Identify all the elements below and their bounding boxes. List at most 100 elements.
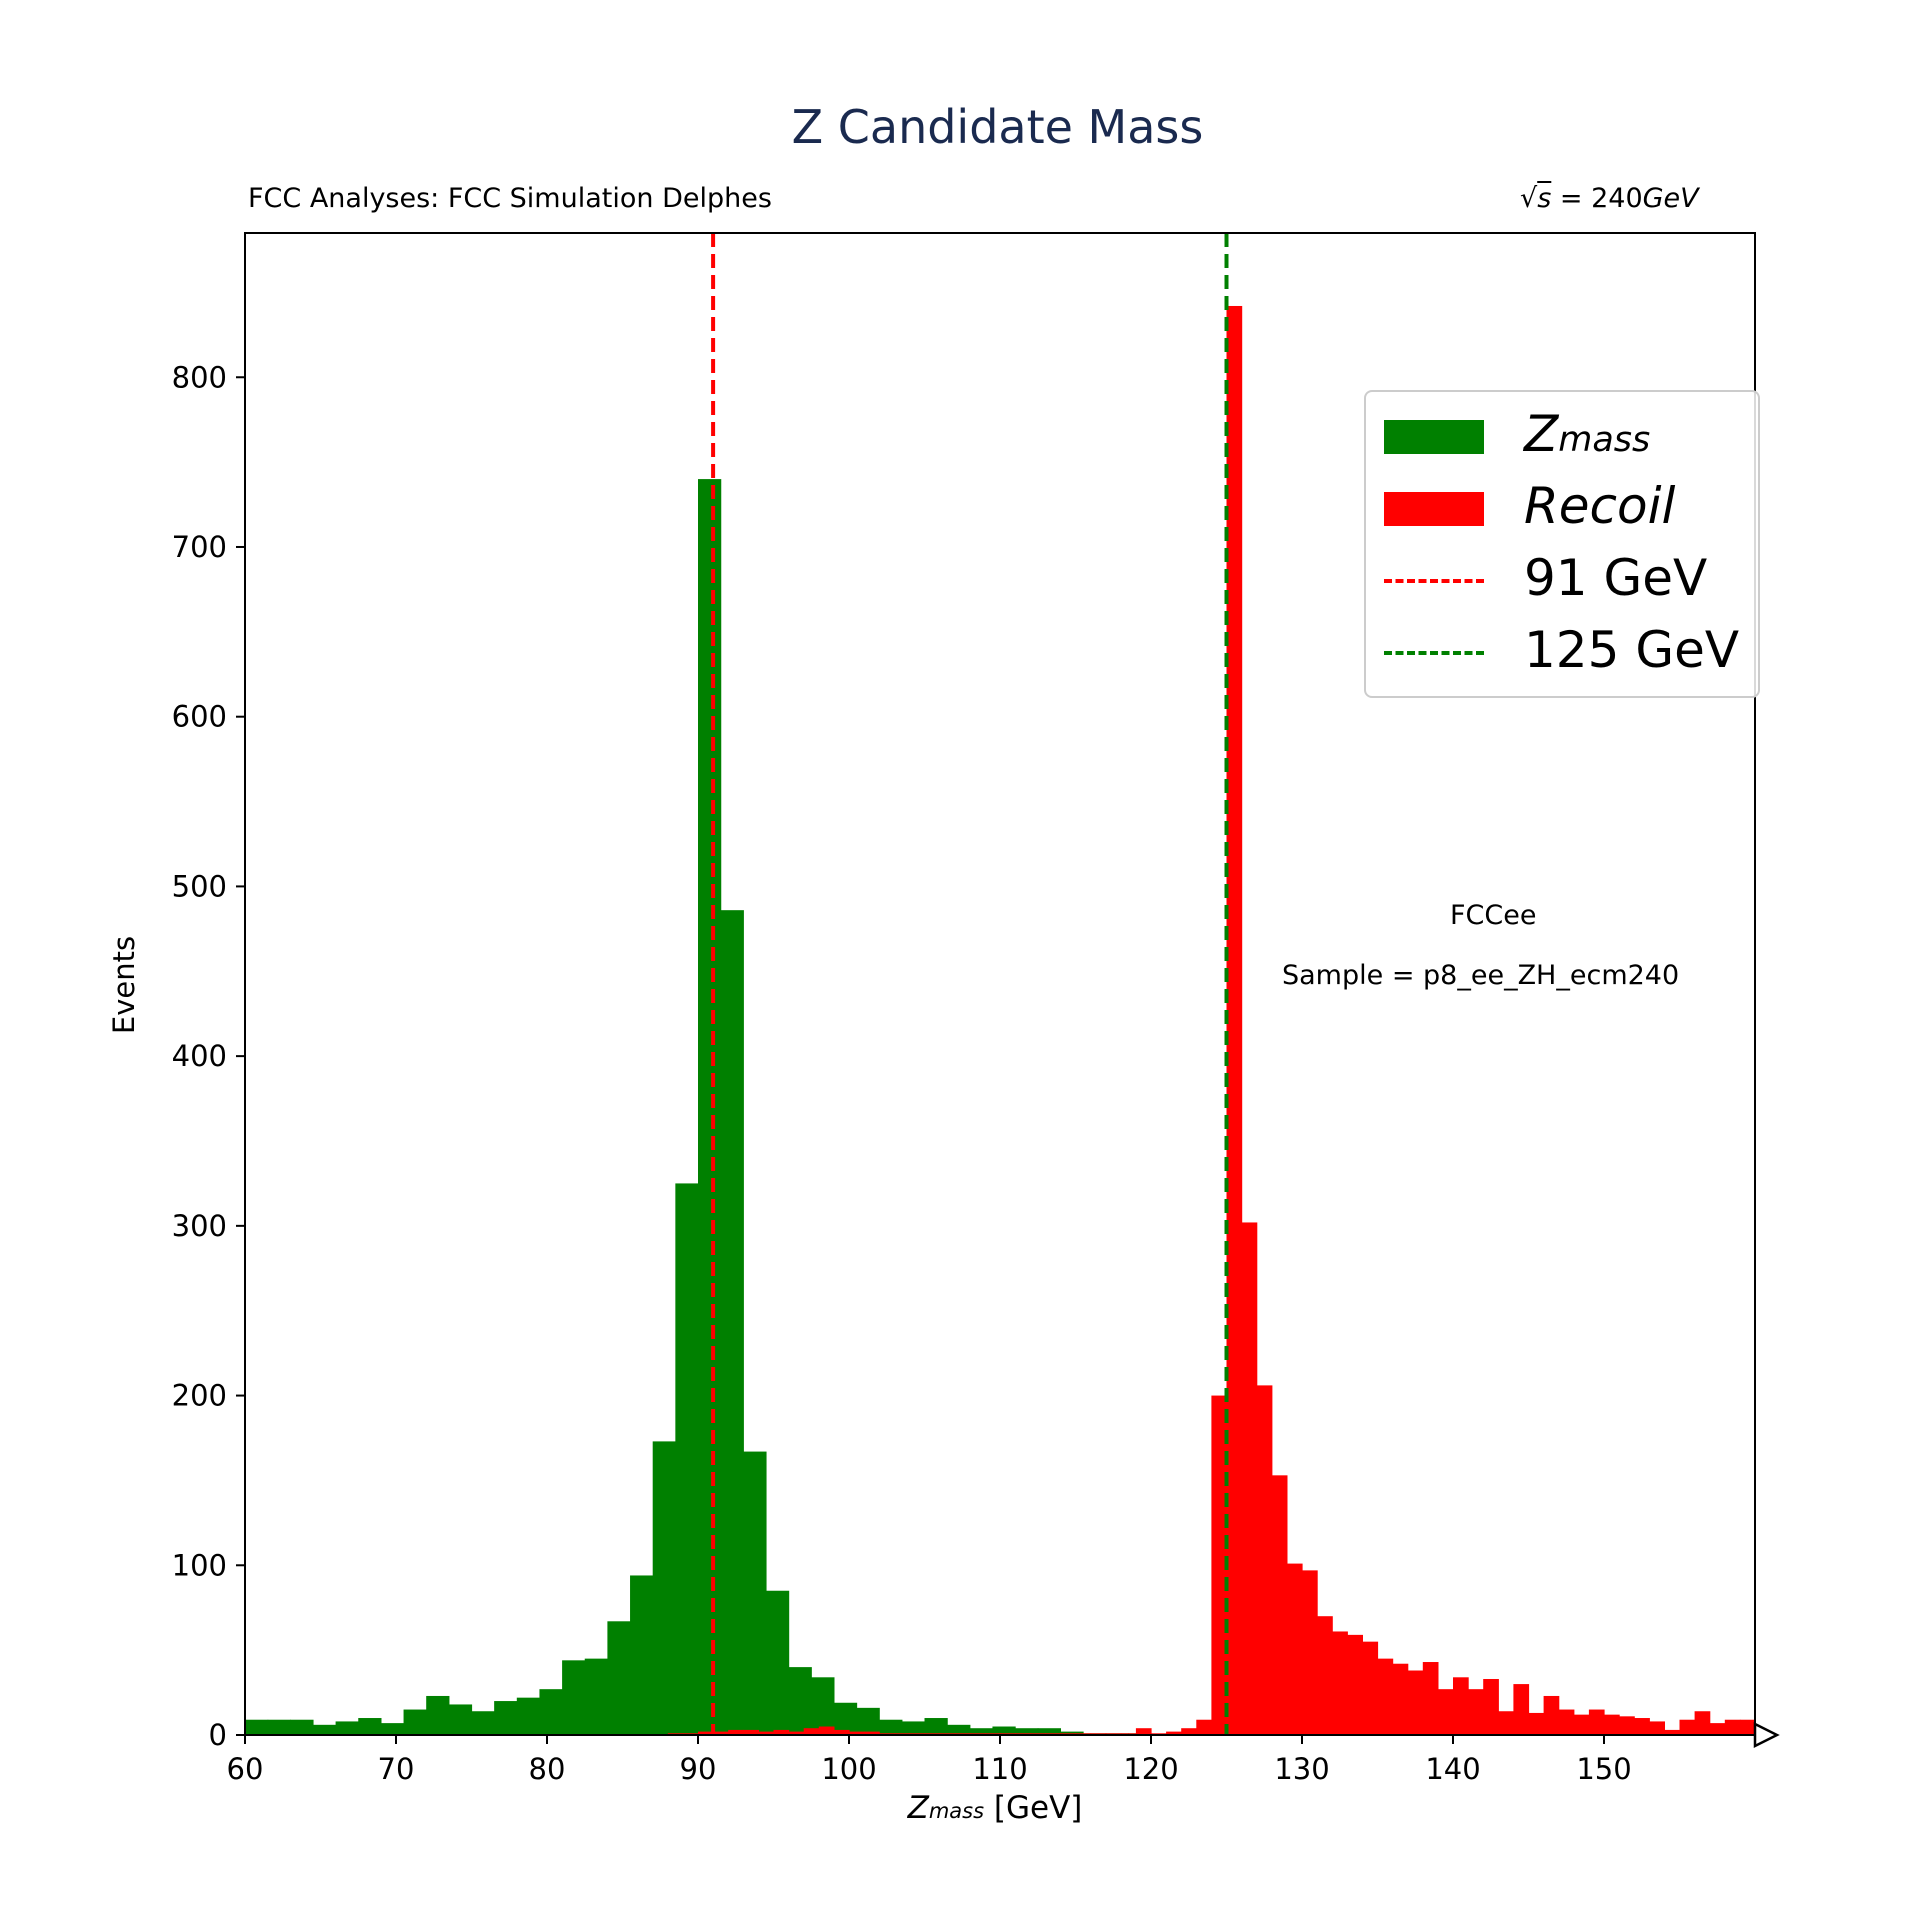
- bar-recoil: [1664, 1729, 1681, 1735]
- bar-recoil: [1739, 1719, 1756, 1735]
- legend-item-91gev: 91 GeV: [1384, 546, 1754, 607]
- bar-zmass: [335, 1721, 359, 1735]
- bar-recoil: [1166, 1731, 1182, 1735]
- x-axis-label-main: Z: [907, 1790, 929, 1826]
- x-tick-label: 70: [378, 1752, 415, 1786]
- bar-recoil: [1286, 1563, 1303, 1735]
- bar-zmass: [743, 1451, 767, 1735]
- bar-zmass: [947, 1724, 971, 1735]
- bar-recoil: [1679, 1719, 1696, 1735]
- x-axis-label-sub: mass: [928, 1799, 985, 1823]
- bar-recoil: [1332, 1631, 1348, 1735]
- legend-item-zmass: Zmass: [1384, 402, 1754, 463]
- bar-recoil: [849, 1731, 865, 1735]
- bar-recoil: [1634, 1718, 1650, 1735]
- bar-recoil: [728, 1729, 744, 1735]
- bar-recoil: [713, 1731, 729, 1735]
- y-tick-label: 600: [172, 700, 227, 734]
- bar-zmass: [584, 1658, 608, 1735]
- bar-zmass: [245, 1719, 269, 1735]
- legend-swatch-recoil: [1384, 492, 1484, 526]
- bar-zmass: [675, 1183, 699, 1735]
- chart-title: Z Candidate Mass: [791, 100, 1204, 154]
- legend-dash-125gev: [1384, 651, 1484, 655]
- bar-recoil: [833, 1729, 850, 1735]
- reference-lines: [711, 233, 1229, 1735]
- bar-zmass: [1015, 1728, 1039, 1735]
- x-tick-label: 90: [680, 1752, 717, 1786]
- x-tick-label: 120: [1123, 1752, 1178, 1786]
- bar-zmass: [539, 1689, 563, 1735]
- bar-recoil: [1226, 305, 1243, 1736]
- bar-zmass: [856, 1707, 880, 1735]
- bar-recoil: [698, 1731, 714, 1735]
- bar-zmass: [403, 1709, 427, 1735]
- bar-zmass: [720, 910, 744, 1735]
- x-tick-label: 80: [529, 1752, 566, 1786]
- bar-zmass: [901, 1721, 926, 1735]
- bar-zmass: [290, 1719, 314, 1735]
- bar-zmass: [879, 1719, 903, 1735]
- legend: Zmass Recoil 91 GeV 125 GeV: [1364, 390, 1760, 698]
- bar-recoil: [1498, 1711, 1514, 1735]
- legend-dash-91gev: [1384, 579, 1484, 583]
- legend-label-recoil: Recoil: [1524, 477, 1676, 535]
- bar-zmass: [358, 1718, 382, 1735]
- bar-recoil: [1422, 1662, 1439, 1735]
- bar-recoil: [773, 1729, 790, 1735]
- bar-recoil: [1573, 1714, 1590, 1735]
- sqrt-symbol: √: [1520, 183, 1538, 214]
- bar-zmass: [811, 1677, 835, 1735]
- bar-zmass: [1060, 1731, 1084, 1735]
- x-tick-label: 130: [1274, 1752, 1329, 1786]
- bar-zmass: [788, 1667, 812, 1735]
- bar-recoil: [1483, 1678, 1499, 1735]
- bar-zmass: [312, 1724, 337, 1735]
- legend-label-zmass: Zmass: [1524, 402, 1650, 472]
- bar-zmass: [448, 1704, 473, 1735]
- y-tick-label: 100: [172, 1548, 227, 1582]
- bar-recoil: [1302, 1570, 1318, 1735]
- y-axis-label: Events: [107, 935, 141, 1035]
- y-tick-label: 500: [172, 869, 227, 903]
- x-tick-label: 140: [1425, 1752, 1480, 1786]
- legend-item-125gev: 125 GeV: [1384, 618, 1754, 679]
- bar-zmass: [698, 479, 722, 1736]
- legend-label-zmass-sub: mass: [1558, 420, 1651, 460]
- bar-recoil: [1724, 1719, 1741, 1735]
- bar-zmass: [426, 1695, 450, 1735]
- bar-recoil: [1437, 1689, 1454, 1735]
- legend-swatch-zmass: [1384, 420, 1484, 454]
- bar-zmass: [1037, 1728, 1061, 1735]
- bar-recoil: [1241, 1222, 1258, 1735]
- bar-zmass: [630, 1575, 654, 1735]
- y-tick-label: 800: [172, 360, 227, 394]
- bar-recoil: [1709, 1723, 1726, 1735]
- bar-recoil: [1604, 1714, 1620, 1735]
- bar-zmass: [833, 1702, 858, 1735]
- detector-label: FCCee: [1450, 900, 1537, 931]
- bar-recoil: [1619, 1716, 1635, 1735]
- bar-zmass: [267, 1719, 291, 1735]
- bar-zmass: [652, 1441, 676, 1735]
- y-tick-label: 700: [172, 530, 227, 564]
- y-tick-label: 300: [172, 1209, 227, 1243]
- bar-recoil: [1649, 1721, 1665, 1735]
- bar-zmass: [607, 1621, 631, 1735]
- sqrt-s: s: [1537, 183, 1552, 214]
- bar-recoil: [1181, 1728, 1197, 1735]
- bar-recoil: [1513, 1684, 1530, 1735]
- energy-unit: GeV: [1642, 183, 1699, 214]
- bar-recoil: [1135, 1728, 1152, 1735]
- energy-value: = 240: [1551, 183, 1643, 214]
- bar-zmass: [765, 1590, 790, 1735]
- bar-recoil: [818, 1726, 835, 1735]
- bar-zmass: [516, 1697, 541, 1735]
- bar-zmass: [992, 1726, 1016, 1735]
- x-tick-label: 150: [1576, 1752, 1631, 1786]
- bar-recoil: [788, 1731, 805, 1735]
- bar-recoil: [1468, 1689, 1484, 1735]
- y-tick-label: 200: [172, 1379, 227, 1413]
- bar-zmass: [380, 1723, 405, 1735]
- bar-recoil: [1317, 1616, 1333, 1735]
